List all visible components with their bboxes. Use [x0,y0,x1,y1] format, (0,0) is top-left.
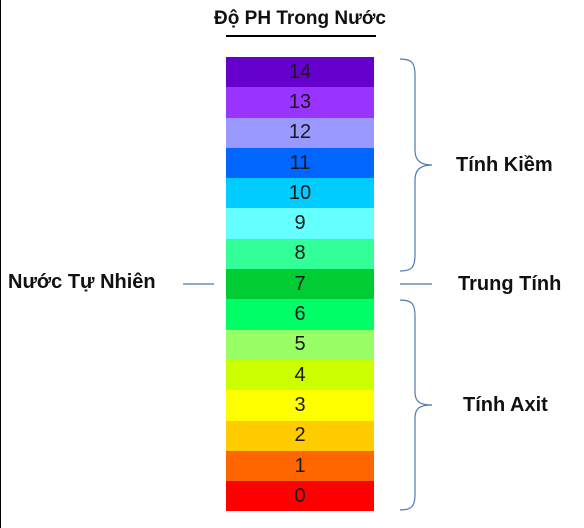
ph-level-3: 3 [226,390,374,421]
ph-level-13: 13 [226,87,374,118]
ph-level-11: 11 [226,147,374,179]
ph-level-2: 2 [226,420,374,451]
title-underline [226,35,376,37]
left-border-line [0,0,1,528]
label-natural-water: Nước Tự Nhiên [8,271,156,293]
ph-level-6: 6 [226,299,374,330]
ph-level-0: 0 [226,481,374,512]
diagram-title: Độ PH Trong Nước [214,8,386,29]
ph-level-9: 9 [226,208,374,239]
ph-level-5: 5 [226,329,374,360]
ph-level-7: 7 [226,269,374,300]
ph-level-14: 14 [226,57,374,88]
label-basic: Tính Kiềm [456,154,553,176]
ph-level-10: 10 [226,178,374,209]
ph-level-8: 8 [226,238,374,270]
ph-level-12: 12 [226,117,374,148]
ph-level-4: 4 [226,359,374,391]
ph-level-1: 1 [226,450,374,482]
brace-basic [399,58,433,272]
brace-acidic [399,299,433,511]
label-acidic: Tính Axit [463,394,548,416]
ph-scale: 14 13 12 11 10 9 8 7 6 5 4 3 2 1 0 [226,57,374,512]
label-neutral: Trung Tính [458,273,562,295]
